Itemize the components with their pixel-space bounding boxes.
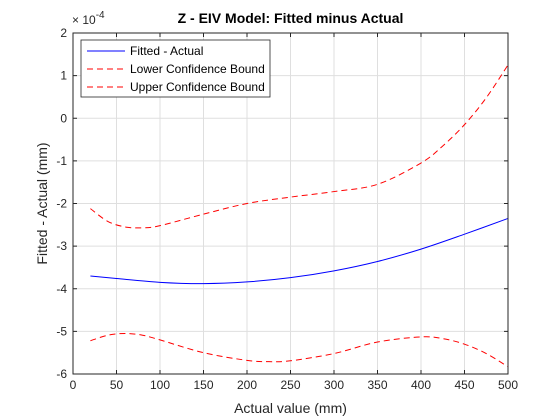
axis-ticks: 0 50 100 150 200 250 300 350 400 450 500 -6 -5 -4 -3 -2… [56,26,518,392]
y-exponent-label: × 10-4 [72,10,105,27]
y-exponent-base: × 10 [72,13,96,27]
legend-label-fitted: Fitted - Actual [130,44,203,58]
x-tick-label: 400 [411,378,431,392]
y-exponent-power: -4 [96,10,105,21]
y-tick-label: -4 [56,282,67,296]
y-tick-label: -2 [56,197,67,211]
x-tick-label: 300 [324,378,344,392]
x-tick-label: 0 [70,378,77,392]
x-tick-label: 350 [367,378,387,392]
legend-label-upper-bound: Upper Confidence Bound [130,80,265,94]
x-tick-label: 200 [237,378,257,392]
y-tick-label: 1 [60,69,67,83]
series-line-upper-bound [90,64,509,229]
series-line-fitted [90,217,509,285]
x-tick-label: 50 [110,378,124,392]
legend: Fitted - Actual Lower Confidence Bound U… [80,39,271,98]
series-lines [90,64,509,368]
y-tick-label: -3 [56,239,67,253]
x-axis-label: Actual value (mm) [234,400,347,416]
y-tick-label: 2 [60,26,67,40]
y-tick-label: -1 [56,154,67,168]
y-tick-label: 0 [60,111,67,125]
y-tick-label: -6 [56,367,67,381]
x-tick-label: 150 [193,378,213,392]
x-tick-label: 450 [454,378,474,392]
x-tick-label: 100 [150,378,170,392]
legend-label-lower-bound: Lower Confidence Bound [130,62,265,76]
y-tick-label: -5 [56,324,67,338]
x-tick-label: 500 [498,378,518,392]
x-tick-label: 250 [280,378,300,392]
series-line-lower-bound [90,333,509,368]
chart-title: Z - EIV Model: Fitted minus Actual [178,10,404,26]
y-axis-label: Fitted - Actual (mm) [34,142,50,264]
